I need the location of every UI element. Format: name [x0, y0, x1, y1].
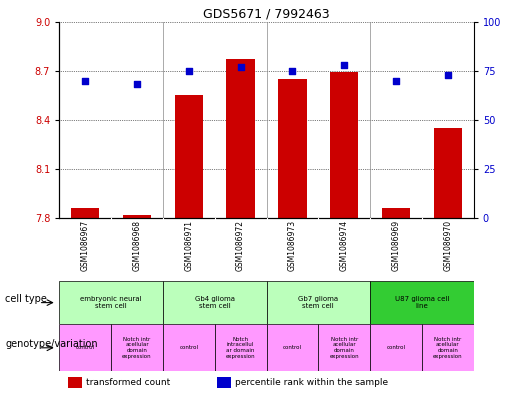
Text: Gb7 glioma
stem cell: Gb7 glioma stem cell: [298, 296, 338, 309]
Bar: [71, 208, 99, 218]
Point: [185, 68, 193, 74]
Bar: [382, 208, 410, 218]
Text: GSM1086967: GSM1086967: [81, 220, 90, 271]
Bar: [318, 324, 370, 371]
Bar: [422, 324, 474, 371]
Title: GDS5671 / 7992463: GDS5671 / 7992463: [203, 7, 330, 20]
Text: GSM1086971: GSM1086971: [184, 220, 193, 271]
Text: GSM1086969: GSM1086969: [391, 220, 401, 271]
Text: Notch
intracellul
ar domain
expression: Notch intracellul ar domain expression: [226, 337, 255, 359]
Point: [236, 64, 245, 70]
Bar: [227, 59, 255, 218]
Point: [392, 77, 400, 84]
Text: GSM1086974: GSM1086974: [340, 220, 349, 271]
Bar: [175, 95, 203, 218]
Point: [81, 77, 89, 84]
Bar: [330, 72, 358, 218]
Point: [288, 68, 297, 74]
Text: control: control: [179, 345, 198, 350]
Bar: [217, 377, 231, 387]
Text: transformed count: transformed count: [86, 378, 170, 387]
Text: genotype/variation: genotype/variation: [5, 339, 98, 349]
Text: GSM1086973: GSM1086973: [288, 220, 297, 271]
Text: U87 glioma cell
line: U87 glioma cell line: [395, 296, 449, 309]
Text: Notch intr
acellular
domain
expression: Notch intr acellular domain expression: [122, 337, 152, 359]
Bar: [370, 281, 474, 324]
Point: [133, 81, 141, 88]
Text: control: control: [387, 345, 406, 350]
Bar: [434, 128, 462, 218]
Text: control: control: [283, 345, 302, 350]
Bar: [215, 324, 267, 371]
Text: Notch intr
acellular
domain
expression: Notch intr acellular domain expression: [433, 337, 462, 359]
Bar: [67, 377, 82, 387]
Text: GSM1086968: GSM1086968: [132, 220, 142, 271]
Text: cell type: cell type: [5, 294, 47, 304]
Text: GSM1086972: GSM1086972: [236, 220, 245, 271]
Bar: [111, 324, 163, 371]
Bar: [59, 324, 111, 371]
Point: [340, 62, 348, 68]
Text: GSM1086970: GSM1086970: [443, 220, 452, 271]
Text: control: control: [76, 345, 95, 350]
Bar: [59, 281, 163, 324]
Point: [444, 72, 452, 78]
Text: Notch intr
acellular
domain
expression: Notch intr acellular domain expression: [330, 337, 359, 359]
Text: percentile rank within the sample: percentile rank within the sample: [235, 378, 388, 387]
Bar: [163, 281, 267, 324]
Bar: [267, 324, 318, 371]
Bar: [267, 281, 370, 324]
Text: embryonic neural
stem cell: embryonic neural stem cell: [80, 296, 142, 309]
Bar: [278, 79, 306, 218]
Bar: [163, 324, 215, 371]
Text: Gb4 glioma
stem cell: Gb4 glioma stem cell: [195, 296, 235, 309]
Bar: [370, 324, 422, 371]
Bar: [123, 215, 151, 218]
